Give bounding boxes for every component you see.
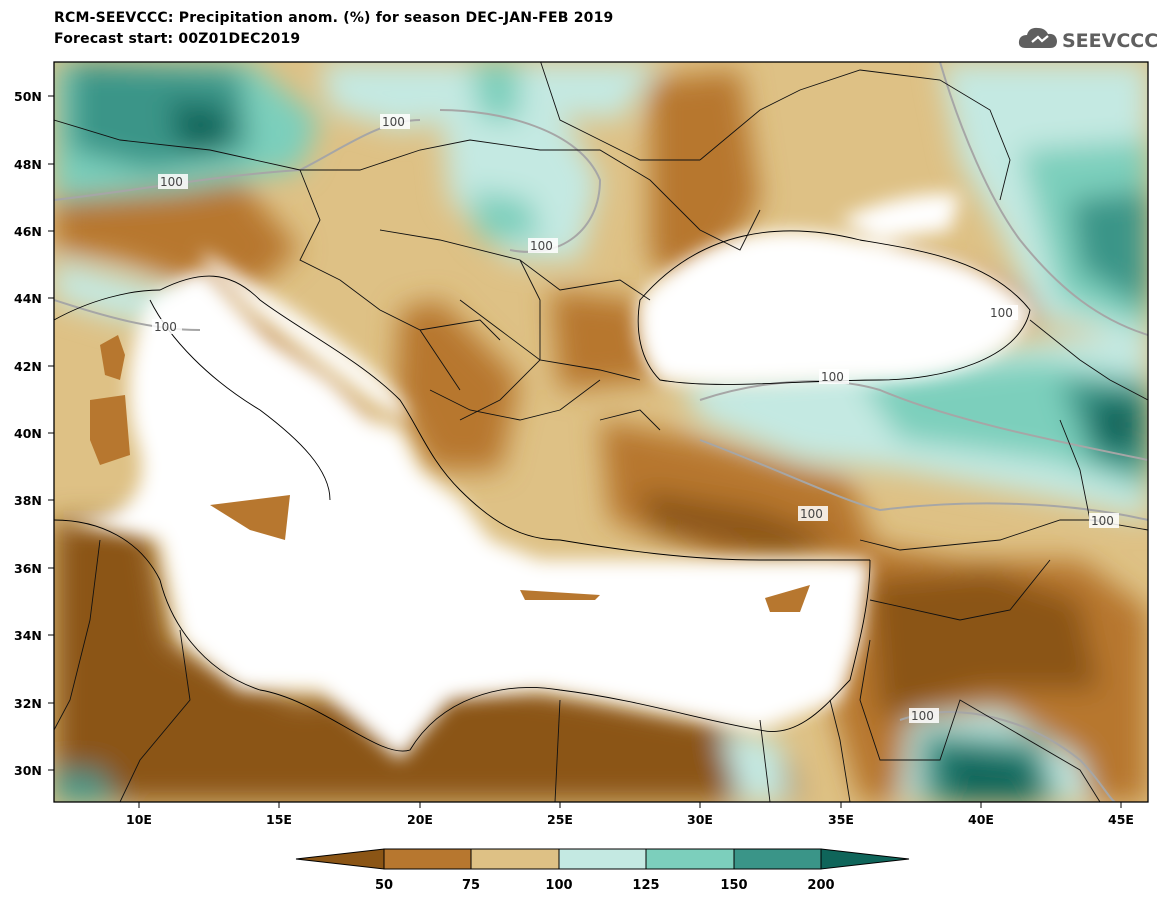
colorbar-label: 75 <box>462 878 480 893</box>
lon-label: 45E <box>1108 812 1134 827</box>
contour-label: 100 <box>1091 514 1114 528</box>
lat-label: 32N <box>14 696 42 711</box>
colorbar-segment <box>470 848 560 870</box>
lat-label: 36N <box>14 561 42 576</box>
forecast-start-label: Forecast start: 00Z01DEC2019 <box>54 31 301 47</box>
lon-label: 40E <box>968 812 994 827</box>
seevccc-logo: SEEVCCC <box>1018 22 1158 56</box>
colorbar-label: 200 <box>807 878 834 893</box>
lat-label: 50N <box>14 89 42 104</box>
lat-ticks <box>48 95 54 771</box>
lat-label: 48N <box>14 157 42 172</box>
contour-labels: 100 100 100 100 100 100 100 100 100 <box>152 114 1119 723</box>
lat-label: 42N <box>14 359 42 374</box>
lon-label: 10E <box>126 812 152 827</box>
colorbar-segment <box>645 848 735 870</box>
map-title: RCM-SEEVCCC: Precipitation anom. (%) for… <box>54 10 614 26</box>
contour-label: 100 <box>530 239 553 253</box>
cloud-icon: SEEVCCC <box>1018 27 1158 52</box>
colorbar-high-triangle <box>820 848 910 870</box>
lat-label: 34N <box>14 628 42 643</box>
logo-text: SEEVCCC <box>1062 30 1158 52</box>
lon-label: 15E <box>266 812 292 827</box>
colorbar: 50 75 100 125 150 200 <box>295 848 910 893</box>
contour-label: 100 <box>154 320 177 334</box>
contour-label: 100 <box>382 115 405 129</box>
colorbar-label: 150 <box>720 878 747 893</box>
contour-label: 100 <box>911 709 934 723</box>
lat-labels: 50N 48N 46N 44N 42N 40N 38N 36N 34N 32N … <box>14 89 42 778</box>
colorbar-segment <box>558 848 647 870</box>
contour-label: 100 <box>990 306 1013 320</box>
colorbar-low-triangle <box>295 848 385 870</box>
map-frame <box>53 61 1149 803</box>
contour-label: 100 <box>800 507 823 521</box>
colorbar-label: 100 <box>545 878 572 893</box>
lat-label: 38N <box>14 493 42 508</box>
lon-label: 30E <box>687 812 713 827</box>
contour-label: 100 <box>160 175 183 189</box>
colorbar-label: 125 <box>632 878 659 893</box>
country-borders <box>54 62 1148 802</box>
lon-ticks <box>138 802 1122 808</box>
sea-mask <box>60 193 1030 760</box>
anomaly-field <box>54 62 1148 802</box>
colorbar-segment <box>733 848 822 870</box>
lon-label: 20E <box>407 812 433 827</box>
lat-label: 40N <box>14 426 42 441</box>
lat-label: 44N <box>14 291 42 306</box>
lon-labels: 10E 15E 20E 25E 30E 35E 40E 45E <box>126 812 1134 827</box>
lon-label: 35E <box>828 812 854 827</box>
colorbar-segment <box>383 848 472 870</box>
colorbar-label: 50 <box>375 878 393 893</box>
lat-label: 46N <box>14 224 42 239</box>
coastlines <box>54 230 1031 752</box>
lon-label: 25E <box>547 812 573 827</box>
contour-label: 100 <box>821 370 844 384</box>
lat-label: 30N <box>14 763 42 778</box>
contour-100-lines <box>54 62 1148 802</box>
islands <box>90 335 810 612</box>
